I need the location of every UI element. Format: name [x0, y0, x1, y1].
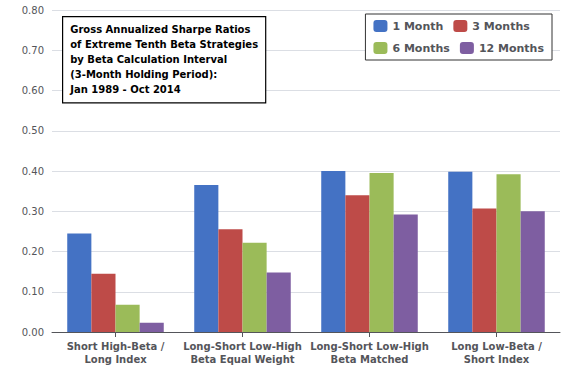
svg-text:Short Index: Short Index [464, 354, 530, 365]
svg-text:Beta Matched: Beta Matched [331, 354, 409, 365]
svg-text:of Extreme Tenth Beta Strategi: of Extreme Tenth Beta Strategies [70, 39, 258, 50]
svg-text:by Beta Calculation Interval: by Beta Calculation Interval [70, 54, 227, 65]
svg-text:3 Months: 3 Months [472, 20, 530, 33]
svg-text:0.10: 0.10 [22, 286, 44, 297]
svg-text:0.20: 0.20 [22, 246, 44, 257]
svg-text:Jan 1989 - Oct 2014: Jan 1989 - Oct 2014 [69, 84, 181, 95]
svg-text:0.40: 0.40 [22, 166, 44, 177]
svg-text:(3-Month Holding Period):: (3-Month Holding Period): [70, 69, 217, 80]
svg-text:Beta Equal Weight: Beta Equal Weight [190, 354, 294, 365]
svg-text:Long Index: Long Index [84, 354, 147, 365]
svg-text:0.30: 0.30 [22, 206, 44, 217]
svg-text:Long-Short Low-High: Long-Short Low-High [183, 341, 302, 352]
svg-text:12 Months: 12 Months [479, 42, 545, 55]
svg-text:0.70: 0.70 [22, 45, 44, 56]
svg-text:Short High-Beta /: Short High-Beta / [67, 341, 165, 352]
svg-text:0.60: 0.60 [22, 85, 44, 96]
svg-text:6 Months: 6 Months [392, 42, 450, 55]
svg-text:Long Low-Beta /: Long Low-Beta / [451, 341, 542, 352]
svg-text:Long-Short Low-High: Long-Short Low-High [310, 341, 429, 352]
svg-text:1 Month: 1 Month [392, 20, 443, 33]
svg-text:0.00: 0.00 [22, 327, 44, 338]
svg-text:0.80: 0.80 [22, 5, 44, 16]
svg-text:0.50: 0.50 [22, 125, 44, 136]
svg-text:Gross Annualized Sharpe Ratios: Gross Annualized Sharpe Ratios [70, 24, 250, 35]
